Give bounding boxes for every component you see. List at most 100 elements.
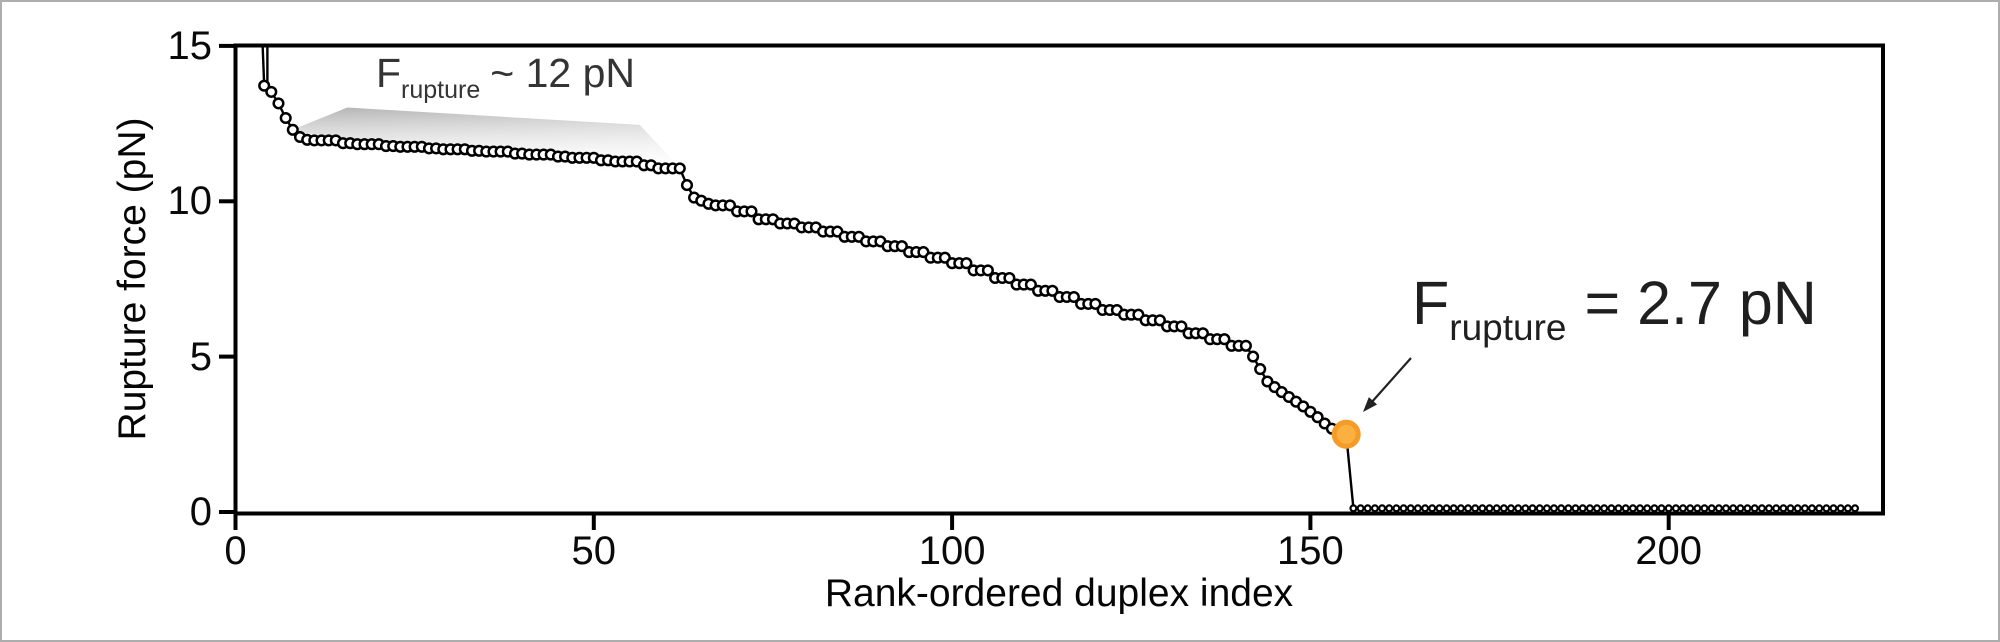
zero-tail-point (1485, 504, 1494, 513)
data-point (1247, 350, 1260, 363)
zero-tail-point (1678, 504, 1687, 513)
zero-tail-point (1843, 504, 1852, 513)
zero-tail-point (1370, 504, 1379, 513)
zero-tail-point (1750, 504, 1759, 513)
annotation-rupture-force: Frupture = 2.7 pN (1412, 268, 1817, 349)
zero-tail-point (1643, 504, 1652, 513)
callout-arrow (1363, 357, 1412, 412)
data-point (960, 257, 973, 270)
zero-tail-point (1686, 504, 1695, 513)
data-point (1254, 363, 1267, 376)
zero-tail-point (1614, 504, 1623, 513)
zero-tail-point (1464, 504, 1473, 513)
zero-tail-point (1492, 504, 1501, 513)
data-point (1089, 297, 1102, 310)
zero-tail-point (1628, 504, 1637, 513)
zero-tail-point (1772, 504, 1781, 513)
zero-tail-point (1779, 504, 1788, 513)
zero-tail-point (1528, 504, 1537, 513)
annotation-rupture-value: = 2.7 pN (1584, 269, 1817, 337)
x-tick-label: 0 (224, 529, 247, 573)
data-point (1239, 339, 1252, 352)
zero-tail-point (1635, 504, 1644, 513)
x-tick-label: 100 (918, 529, 986, 573)
zero-tail-point (1413, 504, 1422, 513)
annotation-plateau-value: ~ 12 pN (490, 50, 636, 96)
data-point (1067, 290, 1080, 304)
zero-tail-point (1421, 504, 1430, 513)
zero-tail-point (1392, 504, 1401, 513)
data-point (265, 85, 278, 98)
x-tick-label: 150 (1277, 529, 1344, 573)
zero-tail-point (1800, 504, 1809, 513)
zero-tail-point (1721, 504, 1730, 513)
zero-tail-point (1471, 504, 1480, 513)
zero-tail-point (1793, 504, 1802, 513)
plot-axes-box (233, 43, 1885, 516)
zero-tail-point (1714, 504, 1723, 513)
zero-tail-point (1514, 504, 1523, 513)
annotation-plateau-force: Frupture ~ 12 pN (376, 50, 635, 105)
zero-tail-point (1549, 504, 1558, 513)
annotation-plateau-symbol: F (376, 50, 402, 96)
zero-tail-point (1442, 504, 1451, 513)
zero-tail-point (1542, 504, 1551, 513)
annotation-rupture-symbol: F (1412, 269, 1450, 337)
zero-tail-point (1764, 504, 1773, 513)
data-point (680, 179, 694, 192)
annotation-rupture-subscript: rupture (1449, 307, 1567, 348)
y-tick-label: 0 (189, 490, 212, 534)
zero-tail-point (1585, 504, 1594, 513)
zero-tail-point (1807, 504, 1816, 513)
zero-tail-point (1571, 504, 1580, 513)
zero-tail-point (1621, 504, 1630, 513)
zero-tail-point (1650, 504, 1659, 513)
zero-tail-point (1757, 504, 1766, 513)
arrow-head (1363, 397, 1378, 412)
zero-tail-point (1729, 504, 1738, 513)
zero-tail-point (1700, 504, 1709, 513)
zero-tail-point (1657, 504, 1666, 513)
zero-tail-point (1456, 504, 1465, 513)
data-point (272, 97, 285, 110)
highlight-point-marker (1331, 419, 1361, 449)
data-point (1153, 314, 1166, 327)
data-point (673, 162, 686, 175)
zero-tail-point (1428, 504, 1437, 513)
zero-tail-point (1822, 504, 1831, 513)
data-point (1218, 333, 1231, 346)
x-axis-title: Rank-ordered duplex index (824, 572, 1294, 615)
zero-tail-point (1478, 504, 1487, 513)
zero-tail-point (1736, 504, 1745, 513)
zero-tail-point (1836, 504, 1845, 513)
zero-tail-point (1435, 504, 1444, 513)
zero-tail-point (1850, 504, 1859, 513)
zero-tail-point (1521, 504, 1530, 513)
data-point (1175, 320, 1188, 333)
y-tick-label: 5 (189, 334, 212, 379)
zero-tail-point (1671, 504, 1680, 513)
data-point (1311, 411, 1324, 424)
axis-tick-marks (219, 43, 1671, 530)
zero-tail-point (1578, 504, 1587, 513)
data-point (1003, 271, 1016, 285)
y-tick-label: 15 (167, 23, 213, 68)
zero-tail-point (1600, 504, 1609, 513)
zero-tail-point (1506, 504, 1515, 513)
data-point (279, 111, 292, 125)
zero-tail-point (1535, 504, 1544, 513)
zero-tail-point (1499, 504, 1508, 513)
zero-tail-point (1385, 504, 1394, 513)
zero-tail-point (1406, 504, 1415, 513)
zero-tail-point (1815, 504, 1824, 513)
zero-tail-point (1564, 504, 1573, 513)
zero-tail-point (1349, 504, 1358, 513)
zero-tail-markers (1349, 504, 1859, 513)
zero-tail-point (1607, 504, 1616, 513)
y-tick-label: 10 (167, 179, 213, 224)
x-tick-label: 200 (1635, 529, 1703, 573)
x-tick-label: 50 (571, 529, 617, 573)
y-axis-title: Rupture force (pN) (111, 117, 154, 441)
data-point (745, 205, 758, 218)
